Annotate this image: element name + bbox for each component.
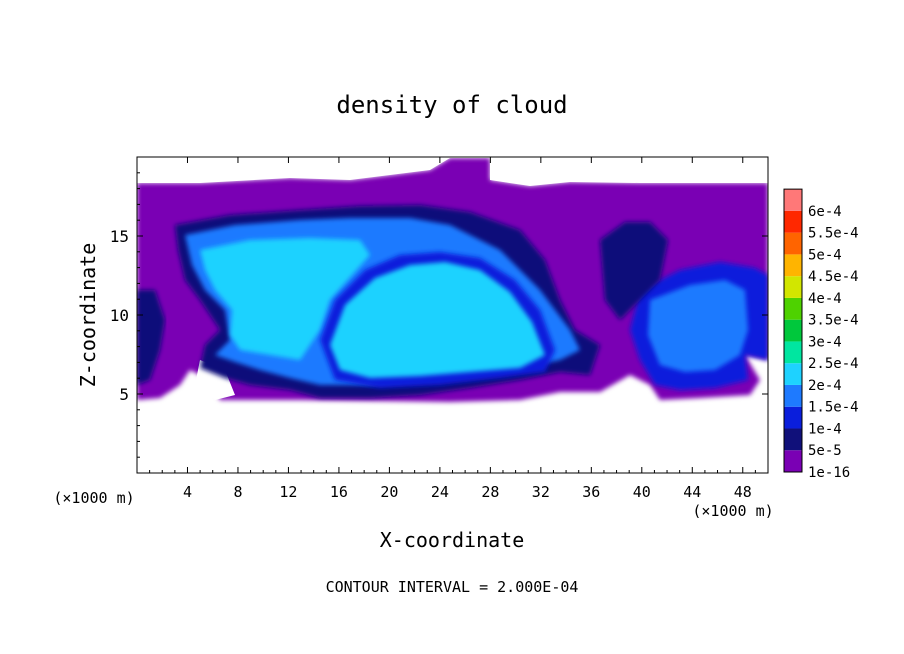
- colorbar-frame: [783, 188, 803, 473]
- colorbar-label: 1e-4: [808, 421, 842, 437]
- colorbar-swatch: [784, 450, 802, 472]
- colorbar-swatch: [784, 297, 802, 320]
- colorbar: 1e-16 5e-5 1e-4 1.5e-4 2e-4 2.5e-4 3e-4 3.5e-4 4…: [783, 188, 859, 481]
- chart-title: density of cloud: [336, 91, 567, 119]
- region-tower: [600, 222, 668, 320]
- x-tick-label: 4: [183, 483, 192, 501]
- contour-interval-note: CONTOUR INTERVAL = 2.000E-04: [326, 578, 579, 596]
- colorbar-swatch: [784, 189, 802, 211]
- x-tick-label: 44: [683, 483, 701, 501]
- x-tick-label: 16: [330, 483, 348, 501]
- x-axis-label: X-coordinate: [380, 528, 525, 552]
- x-tick-label: 48: [734, 483, 752, 501]
- y-tick-label: 15: [110, 227, 129, 246]
- y-tick-label: 5: [119, 385, 129, 404]
- colorbar-swatch: [784, 384, 802, 407]
- colorbar-label: 2e-4: [808, 378, 842, 394]
- x-tick-label: 12: [279, 483, 297, 501]
- colorbar-swatch: [784, 341, 802, 364]
- colorbar-label: 4.5e-4: [808, 269, 859, 285]
- colorbar-swatch: [784, 428, 802, 451]
- colorbar-label: 1e-16: [808, 465, 850, 481]
- y-tick-label: 10: [110, 306, 129, 325]
- colorbar-label: 4e-4: [808, 291, 842, 307]
- colorbar-swatch: [784, 210, 802, 233]
- region-central-dome-core: [330, 262, 545, 378]
- colorbar-swatch: [784, 406, 802, 429]
- colorbar-swatch: [784, 363, 802, 385]
- x-tick-label: 8: [233, 483, 242, 501]
- heatmap-field: [137, 157, 768, 402]
- x-tick-label: 20: [380, 483, 398, 501]
- colorbar-label: 5e-5: [808, 443, 842, 459]
- x-tick-label: 40: [633, 483, 651, 501]
- colorbar-swatch: [784, 276, 802, 298]
- colorbar-label: 3e-4: [808, 334, 842, 350]
- x-unit-label-left: (×1000 m): [53, 489, 134, 507]
- x-axis: 4 8 12 16 20 24 28 32 36 40 44 48: [149, 157, 756, 501]
- colorbar-label: 1.5e-4: [808, 400, 859, 416]
- colorbar-swatch: [784, 319, 802, 342]
- colorbar-label: 3.5e-4: [808, 313, 859, 329]
- y-axis: 5 10 15: [110, 172, 768, 458]
- colorbar-swatch: [784, 232, 802, 255]
- x-tick-label: 28: [481, 483, 499, 501]
- x-unit-label-right: (×1000 m): [692, 502, 773, 520]
- colorbar-label: 2.5e-4: [808, 356, 859, 372]
- region-right-cloud-core: [648, 280, 748, 372]
- colorbar-label: 5e-4: [808, 247, 842, 263]
- x-tick-label: 36: [582, 483, 600, 501]
- colorbar-label: 6e-4: [808, 204, 842, 220]
- x-tick-label: 32: [532, 483, 550, 501]
- region-left-cloud-core: [200, 238, 370, 360]
- x-tick-label: 24: [431, 483, 449, 501]
- colorbar-label: 5.5e-4: [808, 226, 859, 242]
- y-axis-label: Z-coordinate: [76, 243, 100, 388]
- colorbar-swatch: [784, 254, 802, 277]
- region-left-pocket: [137, 290, 165, 385]
